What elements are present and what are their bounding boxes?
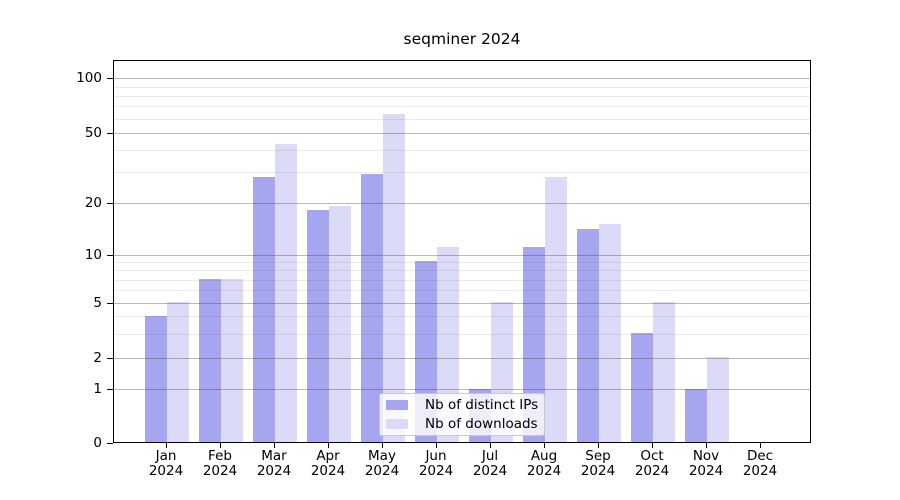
bar-distinct-ips-apr: [307, 210, 329, 442]
bar-downloads-feb: [221, 278, 243, 442]
y-tick-mark-50: [107, 132, 113, 135]
x-tick-label-mar: Mar 2024: [256, 448, 292, 479]
x-tick-mark-oct: [651, 443, 653, 448]
legend-swatch-distinct-ips-icon: [386, 399, 408, 411]
x-tick-mark-mar: [273, 443, 275, 448]
gridlines-layer: [114, 61, 810, 442]
bar-downloads-mar: [275, 143, 297, 442]
bar-distinct-ips-may: [361, 173, 383, 442]
plot-area: [113, 60, 811, 443]
x-tick-mark-may: [381, 443, 383, 448]
major-gridline-1: [114, 389, 810, 391]
x-tick-mark-jun: [435, 443, 437, 448]
major-gridline-5: [114, 303, 810, 305]
x-tick-mark-feb: [219, 443, 221, 448]
bar-downloads-may: [383, 114, 405, 442]
minor-gridline-4: [114, 316, 810, 318]
x-tick-label-apr: Apr 2024: [310, 448, 346, 479]
minor-gridline-60: [114, 118, 810, 120]
x-tick-label-sep: Sep 2024: [580, 448, 616, 479]
bar-distinct-ips-feb: [199, 278, 221, 442]
x-tick-mark-apr: [327, 443, 329, 448]
y-tick-mark-0: [107, 442, 113, 444]
minor-gridline-6: [114, 290, 810, 292]
legend: Nb of distinct IPs Nb of downloads: [379, 393, 545, 436]
y-tick-label-100: 100: [76, 70, 102, 86]
y-tick-label-2: 2: [93, 349, 102, 366]
x-tick-mark-aug: [543, 443, 545, 448]
legend-item-downloads: Nb of downloads: [386, 416, 544, 432]
major-gridline-20: [114, 203, 810, 205]
x-tick-label-jul: Jul 2024: [472, 448, 508, 479]
y-tick-mark-10: [107, 254, 113, 256]
major-gridline-100: [114, 78, 810, 80]
minor-gridline-7: [114, 279, 810, 281]
y-tick-mark-1: [107, 389, 113, 391]
bar-downloads-oct: [653, 302, 675, 442]
x-tick-label-may: May 2024: [364, 448, 400, 479]
y-tick-mark-5: [107, 302, 113, 305]
minor-gridline-9: [114, 262, 810, 264]
bar-distinct-ips-jan: [145, 315, 167, 442]
x-tick-label-feb: Feb 2024: [202, 448, 238, 479]
y-tick-label-0: 0: [93, 434, 102, 451]
legend-label-downloads: Nb of downloads: [425, 416, 538, 432]
bar-distinct-ips-mar: [253, 176, 275, 442]
x-tick-label-aug: Aug 2024: [526, 448, 562, 479]
y-tick-label-50: 50: [84, 124, 102, 141]
bar-downloads-nov: [707, 357, 729, 442]
y-tick-mark-20: [107, 202, 113, 205]
bar-downloads-jan: [167, 302, 189, 442]
legend-swatch-downloads-icon: [386, 418, 408, 430]
bar-downloads-aug: [545, 176, 567, 442]
bar-distinct-ips-oct: [631, 332, 653, 442]
y-tick-label-5: 5: [93, 294, 102, 311]
bar-downloads-sep: [599, 223, 621, 442]
minor-gridline-70: [114, 106, 810, 108]
major-gridline-2: [114, 358, 810, 360]
y-tick-label-20: 20: [84, 194, 102, 211]
minor-gridline-30: [114, 172, 810, 174]
minor-gridline-90: [114, 86, 810, 88]
x-tick-label-jun: Jun 2024: [418, 448, 454, 479]
legend-label-distinct-ips: Nb of distinct IPs: [425, 397, 539, 413]
x-tick-label-jan: Jan 2024: [148, 448, 184, 479]
y-tick-label-1: 1: [93, 381, 102, 397]
x-tick-label-nov: Nov 2024: [688, 448, 724, 479]
x-tick-mark-nov: [705, 443, 707, 448]
x-tick-label-dec: Dec 2024: [742, 448, 778, 479]
legend-item-distinct-ips: Nb of distinct IPs: [386, 397, 544, 413]
y-tick-label-10: 10: [84, 246, 102, 263]
y-tick-mark-100: [107, 78, 113, 80]
y-tick-mark-2: [107, 357, 113, 360]
minor-gridline-80: [114, 95, 810, 97]
chart-title: seqminer 2024: [403, 30, 521, 48]
minor-gridline-8: [114, 270, 810, 272]
bar-downloads-apr: [329, 206, 351, 442]
x-tick-label-oct: Oct 2024: [634, 448, 670, 479]
x-tick-mark-jan: [165, 443, 167, 448]
bar-distinct-ips-sep: [577, 228, 599, 442]
minor-gridline-3: [114, 333, 810, 335]
x-tick-mark-dec: [759, 443, 761, 448]
bar-distinct-ips-nov: [685, 388, 707, 442]
x-tick-mark-jul: [489, 443, 491, 448]
minor-gridline-40: [114, 150, 810, 152]
major-gridline-10: [114, 254, 810, 256]
major-gridline-50: [114, 133, 810, 135]
x-tick-mark-sep: [597, 443, 599, 448]
